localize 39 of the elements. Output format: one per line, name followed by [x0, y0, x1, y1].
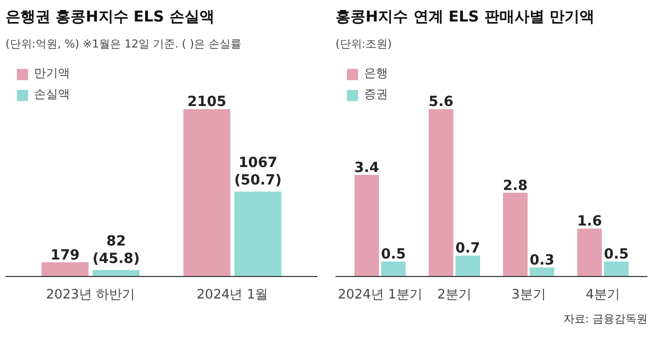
bar: [455, 256, 480, 276]
bar: [577, 228, 602, 276]
chart-subtitle: (단위:조원): [336, 38, 392, 50]
data-label: 2105: [187, 94, 226, 110]
legend-label: 만기액: [34, 65, 70, 82]
data-label: 5.6: [428, 94, 454, 110]
chart-subtitle: (단위:억원, %) ※1월은 12일 기준. ( )은 손실률: [6, 38, 242, 50]
data-label: 0.3: [530, 252, 554, 269]
data-label: 1.6: [577, 214, 602, 230]
bar: [381, 262, 406, 276]
data-label: 0.5: [604, 246, 629, 263]
data-label: 82 (45.8): [92, 233, 140, 267]
data-label: 0.5: [381, 246, 406, 263]
bar: [42, 262, 89, 276]
x-tick-label: 2분기: [437, 288, 472, 302]
chart-title: 홍콩H지수 연계 ELS 판매사별 만기액: [336, 8, 595, 26]
data-label: 0.7: [455, 240, 480, 257]
legend-label: 증권: [364, 86, 388, 103]
bar: [530, 268, 554, 276]
x-tick-label: 3분기: [512, 288, 546, 302]
bar: [234, 192, 282, 276]
x-tick-label: 4분기: [586, 288, 620, 302]
bar: [354, 174, 379, 276]
data-label: 1067 (50.7): [234, 155, 282, 189]
x-tick-label: 2024년 1분기: [338, 288, 422, 302]
chart-title: 은행권 홍콩H지수 ELS 손실액: [6, 8, 214, 26]
x-tick-label: 2023년 하반기: [46, 288, 136, 302]
data-label: 3.4: [354, 160, 380, 176]
bar: [183, 109, 230, 276]
legend-label: 손실액: [34, 86, 70, 103]
data-label: 179: [50, 247, 80, 264]
text: 자료: 금융감독원: [563, 312, 648, 326]
bar: [502, 192, 528, 276]
bar: [428, 109, 454, 276]
data-label: 2.8: [502, 178, 528, 194]
bar: [92, 270, 140, 276]
bar: [604, 262, 629, 276]
x-tick-label: 2024년 1월: [196, 288, 268, 302]
legend-label: 은행: [364, 65, 388, 82]
